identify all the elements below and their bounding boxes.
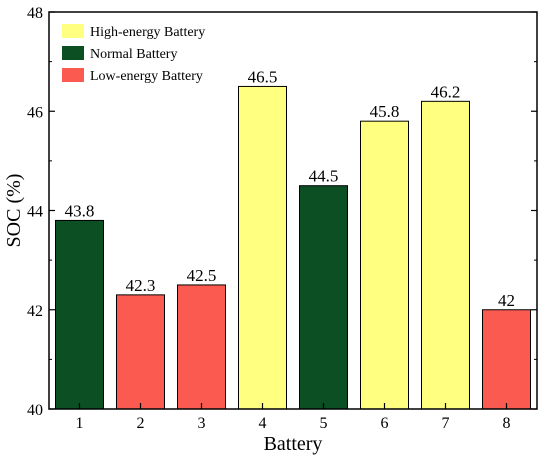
y-tick-label: 46	[27, 104, 43, 121]
legend-label-low: Low-energy Battery	[90, 69, 203, 84]
bar-7	[421, 100, 470, 410]
value-label-5: 44.5	[309, 167, 339, 186]
value-label-3: 42.5	[187, 266, 217, 285]
legend-swatch-low	[62, 68, 84, 82]
legend-swatch-normal	[62, 46, 84, 60]
value-labels-layer: 43.8 42.3 42.5 46.5 44.5 45.8 46.2 42	[65, 67, 515, 309]
y-axis-title: SOC (%)	[3, 174, 25, 248]
x-tick-label: 5	[320, 415, 328, 432]
x-tick-label: 3	[198, 415, 206, 432]
y-tick-label: 42	[27, 303, 43, 320]
x-tick-label: 7	[442, 415, 450, 432]
bars-layer	[55, 85, 531, 410]
x-tick-label: 4	[259, 415, 267, 432]
value-label-1: 43.8	[65, 201, 95, 220]
x-axis-title: Battery	[264, 433, 323, 455]
value-label-4: 46.5	[248, 67, 278, 86]
bar-8	[482, 309, 531, 410]
y-tick-label: 44	[27, 204, 43, 221]
x-axis: 1 2 3 4 5 6 7 8	[76, 403, 511, 432]
y-axis: 40 42 44 46 48	[27, 5, 537, 419]
x-tick-label: 2	[137, 415, 145, 432]
bar-6	[360, 120, 409, 410]
value-label-6: 45.8	[370, 102, 400, 121]
bar-3	[177, 284, 226, 410]
value-label-8: 42	[498, 291, 515, 310]
y-tick-label: 40	[27, 402, 43, 419]
bar-1	[55, 219, 104, 410]
bar-2	[116, 294, 165, 410]
value-label-7: 46.2	[431, 82, 461, 101]
value-label-2: 42.3	[126, 276, 156, 295]
x-tick-label: 6	[381, 415, 389, 432]
x-tick-label: 1	[76, 415, 84, 432]
bar-5	[299, 185, 348, 410]
y-tick-label: 48	[27, 5, 43, 22]
bar-4	[238, 85, 287, 410]
legend-swatch-high	[62, 24, 84, 38]
legend-label-high: High-energy Battery	[90, 25, 205, 40]
x-tick-label: 8	[503, 415, 511, 432]
legend-label-normal: Normal Battery	[90, 47, 177, 62]
legend: High-energy Battery Normal Battery Low-ene…	[62, 24, 205, 84]
